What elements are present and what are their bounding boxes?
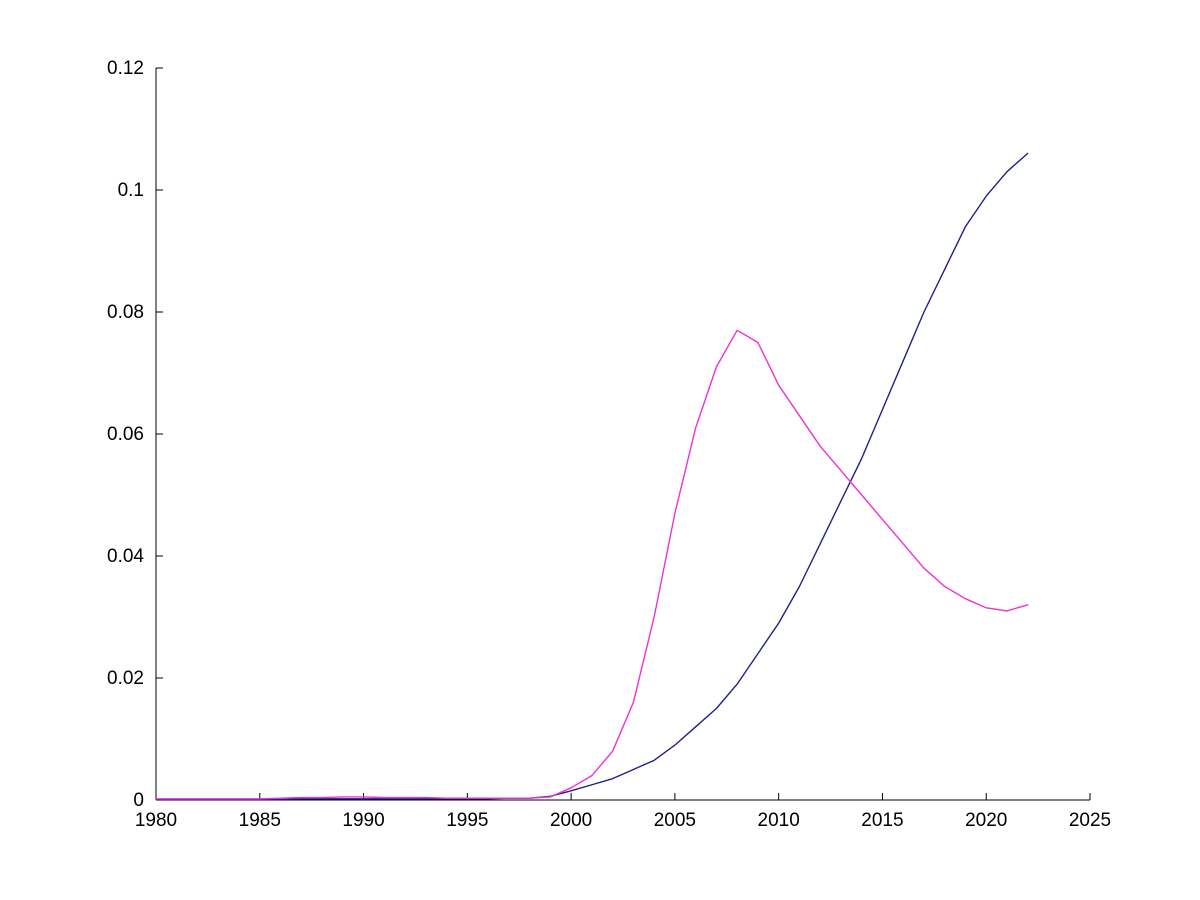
y-tick-label: 0.12 <box>107 58 144 79</box>
y-tick-label: 0.02 <box>107 668 144 689</box>
x-tick-label: 2015 <box>861 810 903 831</box>
dark-blue-line <box>155 152 1029 801</box>
x-tick-label: 2025 <box>1069 810 1111 831</box>
y-tick-label: 0.04 <box>107 546 144 567</box>
x-tick-label: 1980 <box>135 810 177 831</box>
y-tick-label: 0.08 <box>107 302 144 323</box>
y-tick-label: 0.06 <box>107 424 144 445</box>
x-tick-label: 2000 <box>550 810 592 831</box>
x-tick-label: 1995 <box>446 810 488 831</box>
x-tick-label: 2005 <box>654 810 696 831</box>
magenta-line <box>155 329 1029 800</box>
y-tick-label: 0.1 <box>118 180 144 201</box>
x-tick-label: 1985 <box>239 810 281 831</box>
y-tick-label: 0 <box>133 790 144 811</box>
x-tick-label: 2010 <box>758 810 800 831</box>
x-tick-label: 1990 <box>342 810 384 831</box>
x-tick-label: 2020 <box>965 810 1007 831</box>
